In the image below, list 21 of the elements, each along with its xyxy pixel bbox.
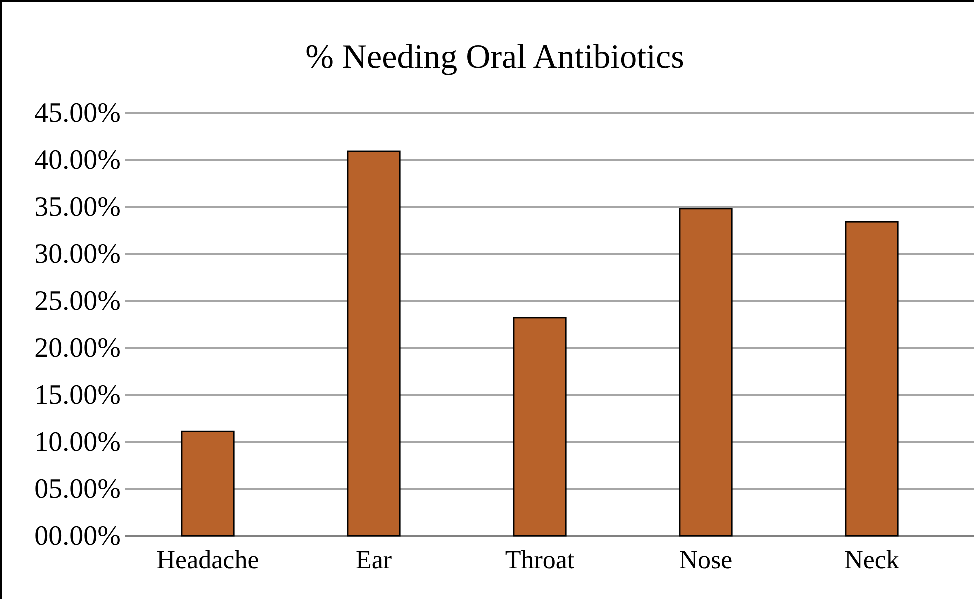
y-tick-label: 30.00% [34,238,121,270]
y-tick-label: 05.00% [34,474,121,505]
y-tick-label: 20.00% [34,332,121,364]
x-tick-label: Neck [844,545,900,574]
y-tick-label: 15.00% [34,380,121,411]
y-tick-label: 40.00% [34,144,121,176]
bar [181,430,235,537]
bar [513,317,567,537]
chart-title: % Needing Oral Antibiotics [306,39,684,76]
y-tick-label: 45.00% [34,98,121,129]
y-tick-label: 00.00% [34,520,121,552]
y-tick-label: 25.00% [34,286,121,317]
bar [679,208,733,537]
x-tick-label: Ear [356,545,392,574]
y-tick-label: 35.00% [34,192,121,223]
bar [347,150,401,537]
x-tick-label: Headache [156,545,260,574]
y-tick-label: 10.00% [34,426,121,458]
x-tick-label: Throat [505,545,576,574]
x-tick-label: Nose [679,545,733,574]
bar [845,221,899,537]
